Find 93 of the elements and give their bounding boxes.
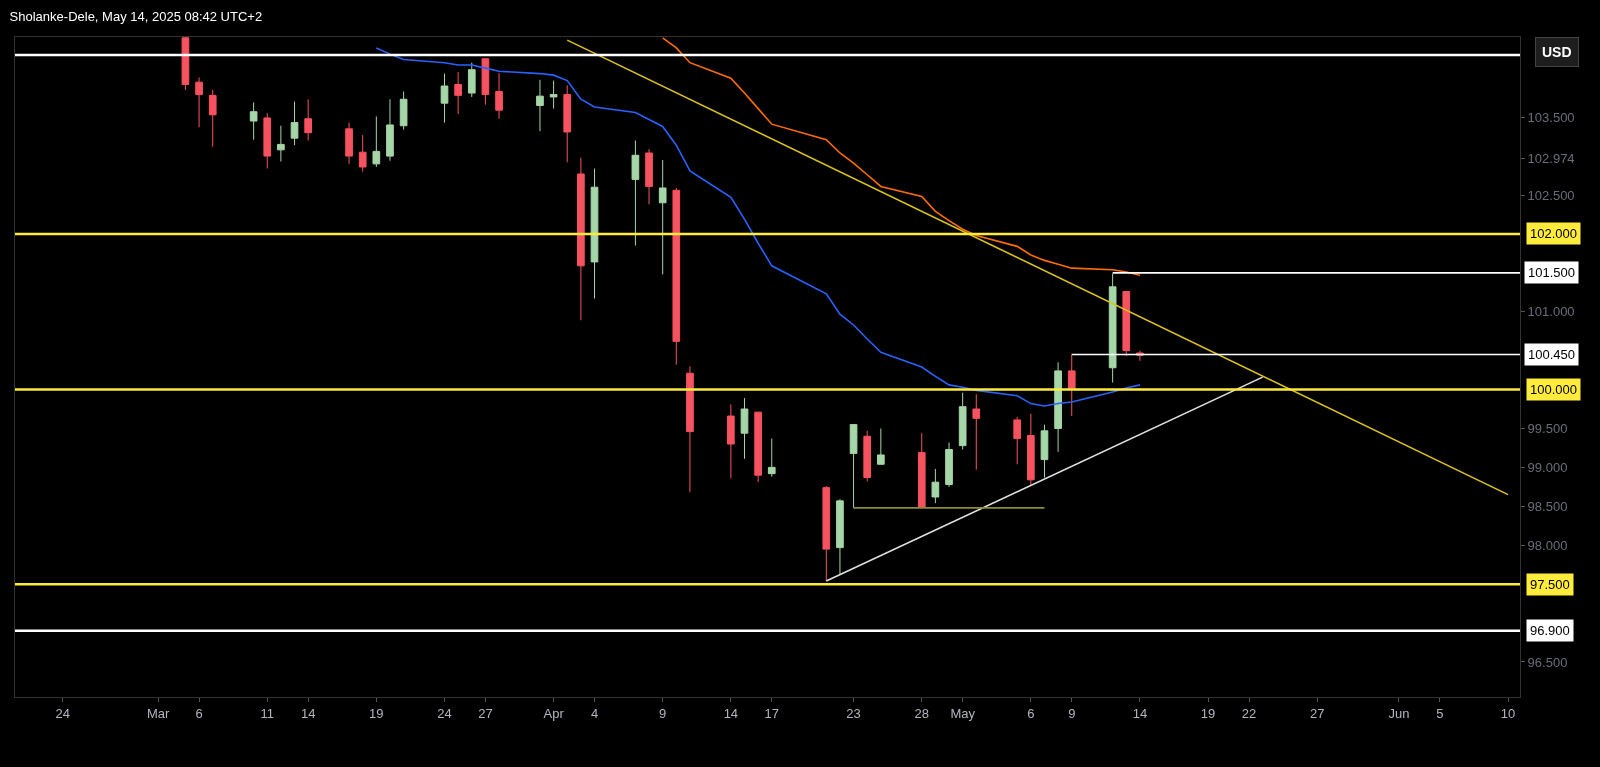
x-tick-label: 14	[300, 705, 316, 721]
x-tick-label: 9	[659, 705, 667, 721]
x-tick-label: 22	[1241, 705, 1257, 721]
x-tick-label: 19	[1200, 705, 1216, 721]
candlestick	[1013, 416, 1022, 465]
ref-line-label: 102.000	[1530, 226, 1577, 241]
y-tick-label: 98.500	[1527, 498, 1568, 514]
candlestick	[727, 403, 735, 479]
candlestick	[536, 79, 544, 132]
candlestick	[208, 89, 217, 148]
line-series	[375, 47, 1141, 407]
x-tick-label: Jun	[1388, 705, 1410, 721]
candlestick	[181, 37, 190, 91]
candlestick	[481, 58, 490, 106]
ref-line-label: 100.000	[1530, 382, 1577, 397]
candlestick	[849, 424, 858, 509]
x-tick-label: 11	[260, 705, 274, 721]
x-tick-label: 9	[1068, 705, 1076, 721]
y-tick-label: 102.500	[1527, 187, 1575, 203]
y-tick-label: 96.500	[1527, 654, 1568, 670]
candlestick	[672, 187, 681, 366]
x-tick-label: 27	[478, 705, 493, 721]
candlestick	[358, 134, 367, 173]
candlestick	[454, 71, 462, 115]
candlestick	[345, 122, 353, 165]
x-tick-label: 5	[1436, 705, 1444, 721]
candlestick	[767, 438, 776, 478]
x-tick-label: 10	[1500, 705, 1516, 721]
candlestick	[372, 115, 381, 168]
candlestick	[549, 80, 558, 110]
candlestick	[263, 112, 272, 170]
x-tick-label: 6	[1027, 705, 1035, 721]
x-tick-label: 17	[764, 705, 779, 721]
y-tick-label: 103.500	[1527, 109, 1575, 125]
candlestick	[1040, 424, 1049, 479]
candlestick	[495, 72, 503, 120]
x-tick-label: 4	[590, 705, 599, 721]
candlestick	[645, 148, 653, 205]
annotation: 101.500	[1528, 265, 1575, 280]
candlestick	[686, 365, 694, 493]
annotation: 100.450	[1528, 347, 1575, 362]
candlestick	[304, 98, 312, 142]
candlestick	[945, 442, 953, 488]
x-tick-label: 24	[437, 705, 452, 721]
y-tick-label: 102.974	[1527, 150, 1575, 166]
x-tick-label: 23	[846, 705, 861, 721]
ref-line-label: 97.500	[1530, 577, 1570, 592]
x-tick-label: 14	[1132, 705, 1148, 721]
candlestick	[195, 76, 203, 128]
chart-title: Sholanke-Dele, May 14, 2025 08:42 UTC+2	[9, 8, 263, 24]
candlestick	[249, 101, 258, 141]
y-tick-label: 99.000	[1527, 459, 1568, 475]
candlestick	[877, 427, 885, 465]
x-tick-label: 6	[195, 705, 203, 721]
candlestick	[1054, 361, 1062, 453]
x-tick-label: 24	[55, 705, 70, 721]
x-tick-label: 19	[369, 705, 384, 721]
candlestick	[958, 392, 967, 450]
candlestick	[836, 498, 844, 575]
candlestick	[1122, 291, 1131, 357]
candlestick	[658, 159, 667, 275]
candlestick	[290, 101, 299, 146]
candlestick	[1026, 413, 1035, 487]
candlestick	[577, 157, 585, 321]
ref-line-label: 96.900	[1530, 623, 1570, 638]
candlestick	[931, 468, 940, 504]
candlestick	[386, 98, 394, 162]
candlestick	[754, 411, 762, 483]
candlestick	[590, 168, 599, 300]
candlestick	[467, 62, 476, 98]
text: USD	[1542, 44, 1572, 60]
candlestick	[631, 140, 640, 247]
line-series	[661, 37, 1141, 276]
candlestick	[917, 432, 926, 509]
x-tick-label: 14	[723, 705, 739, 721]
candlestick	[563, 84, 572, 163]
candlestick	[863, 430, 872, 482]
y-tick-label: 99.500	[1527, 421, 1568, 437]
candlestick	[399, 90, 408, 131]
x-tick-label: 27	[1309, 705, 1325, 721]
candlestick	[822, 485, 831, 582]
x-tick-label: 28	[914, 705, 929, 721]
candlestick	[440, 73, 449, 124]
candlestick	[972, 393, 981, 471]
candlestick	[740, 397, 749, 460]
x-tick-label: Apr	[543, 705, 565, 721]
x-tick-label: Mar	[146, 705, 171, 721]
candlestick	[277, 125, 285, 163]
y-tick-label: 101.000	[1527, 304, 1575, 320]
candlestick	[1108, 273, 1117, 384]
y-tick-label: 98.000	[1527, 537, 1568, 553]
candlestick	[1067, 354, 1076, 417]
x-tick-label: May	[950, 705, 976, 721]
